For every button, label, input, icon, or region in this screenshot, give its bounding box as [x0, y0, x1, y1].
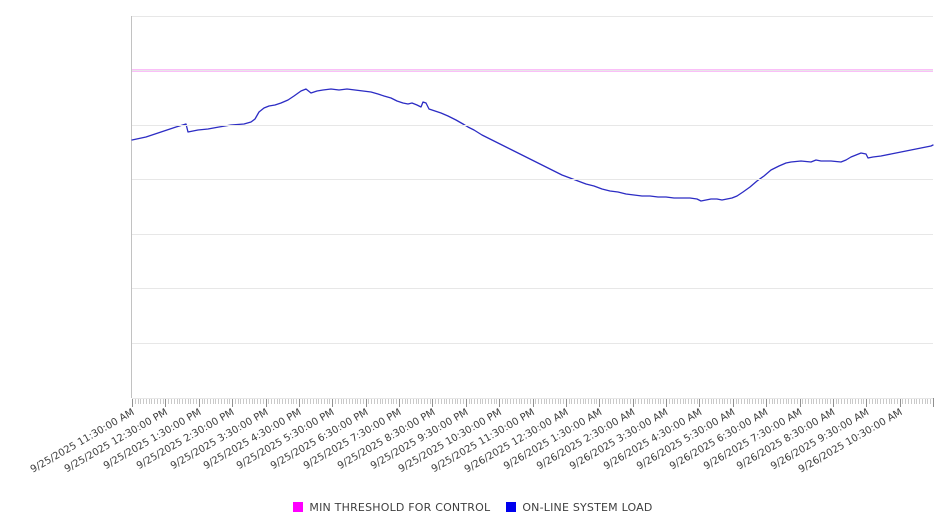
- legend-swatch-online-system-load-icon: [506, 502, 517, 512]
- x-axis-tick-label: 9/25/2025 4:30:00 PM: [201, 407, 304, 472]
- x-axis-tick-label: 9/26/2025 4:30:00 AM: [601, 407, 704, 473]
- x-axis-tick-label: 9/25/2025 12:30:00 PM: [62, 407, 170, 476]
- load-series-line: [131, 88, 934, 202]
- x-axis-tick-label: 9/25/2025 7:30:00 PM: [302, 407, 404, 472]
- legend-swatch-min-threshold-icon: [293, 502, 304, 512]
- x-axis-tick-label: 9/26/2025 5:30:00 AM: [635, 407, 738, 473]
- legend-label-min-threshold: MIN THRESHOLD FOR CONTROL: [309, 500, 491, 514]
- legend-label-online-system-load: ON-LINE SYSTEM LOAD: [522, 500, 653, 514]
- h-gridline: [132, 15, 933, 17]
- x-axis-tick-label: 9/26/2025 2:30:00 AM: [534, 407, 638, 473]
- chart-legend: MIN THRESHOLD FOR CONTROL ON-LINE SYSTEM…: [0, 497, 946, 517]
- x-axis-tick-label: 9/26/2025 8:30:00 AM: [735, 407, 838, 473]
- x-axis-tick-label: 9/25/2025 11:30:00 PM: [429, 407, 537, 476]
- legend-item-min-threshold[interactable]: MIN THRESHOLD FOR CONTROL: [293, 501, 490, 514]
- x-axis-tick-label: 9/25/2025 1:30:00 PM: [101, 407, 204, 472]
- x-axis-tick-label: 9/26/2025 12:30:00 AM: [462, 407, 571, 476]
- h-gridline: [132, 233, 933, 235]
- x-axis-tick-label: 9/26/2025 10:30:00 AM: [796, 407, 905, 476]
- h-gridline: [132, 288, 933, 290]
- legend-item-online-system-load[interactable]: ON-LINE SYSTEM LOAD: [506, 501, 652, 514]
- series-svg: [131, 69, 934, 202]
- h-gridline: [132, 397, 933, 399]
- x-axis-tick-label: 9/25/2025 5:30:00 PM: [235, 407, 337, 472]
- x-axis-tick-label: 9/25/2025 9:30:00 PM: [368, 407, 471, 472]
- x-axis-tick-label: 9/25/2025 2:30:00 PM: [135, 407, 237, 472]
- x-axis-tick-label: 9/26/2025 9:30:00 AM: [768, 407, 871, 473]
- x-axis-tick-label: 9/25/2025 8:30:00 PM: [335, 407, 437, 472]
- x-axis-tick-label: 9/26/2025 1:30:00 AM: [501, 407, 604, 473]
- x-axis-tick-label: 9/25/2025 10:30:00 PM: [396, 407, 504, 476]
- h-gridline: [132, 124, 933, 126]
- x-axis-tick-label: 9/26/2025 7:30:00 AM: [701, 407, 804, 473]
- h-gridline: [132, 179, 933, 181]
- x-axis-tick-label: 9/26/2025 6:30:00 AM: [668, 407, 771, 473]
- x-axis-tick-label: 9/26/2025 3:30:00 AM: [568, 407, 671, 473]
- plot-area: [131, 15, 934, 407]
- x-axis-tick-label: 9/25/2025 11:30:00 AM: [28, 407, 137, 476]
- x-axis-ticks: [132, 398, 934, 407]
- x-axis-tick-label: 9/25/2025 6:30:00 PM: [268, 407, 371, 472]
- h-gridline: [132, 70, 933, 72]
- x-axis-tick-label: 9/25/2025 3:30:00 PM: [168, 407, 270, 472]
- h-gridline: [132, 342, 933, 344]
